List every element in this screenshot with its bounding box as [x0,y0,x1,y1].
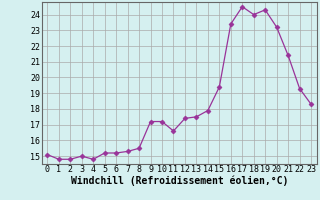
X-axis label: Windchill (Refroidissement éolien,°C): Windchill (Refroidissement éolien,°C) [70,176,288,186]
